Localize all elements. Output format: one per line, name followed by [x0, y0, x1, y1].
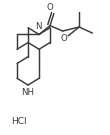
Text: O: O: [46, 3, 53, 12]
Text: NH: NH: [22, 88, 35, 97]
Text: O: O: [60, 34, 67, 43]
Text: N: N: [35, 22, 42, 31]
Text: HCl: HCl: [11, 117, 27, 126]
